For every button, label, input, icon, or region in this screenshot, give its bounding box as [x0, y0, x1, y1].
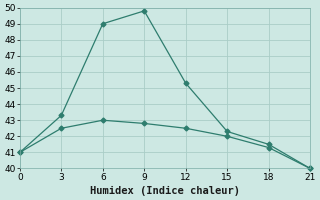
- X-axis label: Humidex (Indice chaleur): Humidex (Indice chaleur): [90, 186, 240, 196]
